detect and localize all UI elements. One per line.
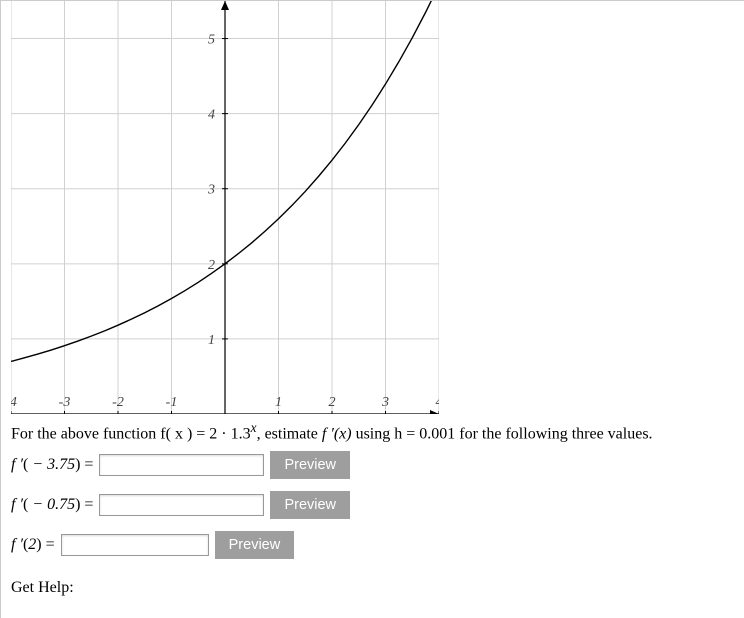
- answer-input[interactable]: [99, 494, 264, 516]
- answer-input[interactable]: [61, 534, 209, 556]
- question-row: f ′( − 3.75) = Preview: [1, 445, 744, 485]
- prompt-prefix: For the above function f( x ) = 2 · 1.3: [11, 425, 251, 442]
- prompt-fprime: f ′(x): [322, 425, 352, 442]
- preview-button[interactable]: Preview: [270, 451, 350, 479]
- svg-text:2: 2: [329, 395, 336, 410]
- problem-container: -4 -3 -2 -1 1 2 3 4 1 2 3 4 5 For the above function…: [0, 0, 744, 618]
- answer-input[interactable]: [99, 454, 264, 476]
- svg-text:4: 4: [208, 108, 215, 123]
- svg-text:3: 3: [381, 395, 389, 410]
- chart-area: -4 -3 -2 -1 1 2 3 4 1 2 3 4 5: [1, 1, 744, 414]
- question-row: f ′(2) = Preview: [1, 525, 744, 565]
- svg-text:5: 5: [208, 33, 215, 48]
- question-label: f ′(2) =: [11, 536, 55, 554]
- svg-text:2: 2: [208, 258, 215, 273]
- svg-text:4: 4: [436, 395, 440, 410]
- svg-text:-3: -3: [59, 395, 71, 410]
- preview-button[interactable]: Preview: [270, 491, 350, 519]
- svg-text:-1: -1: [166, 395, 178, 410]
- questions-list: f ′( − 3.75) = Previewf ′( − 0.75) = Pre…: [1, 445, 744, 565]
- svg-text:-2: -2: [112, 395, 124, 410]
- svg-text:-4: -4: [11, 395, 17, 410]
- svg-text:1: 1: [208, 333, 215, 348]
- prompt-mid: , estimate: [257, 425, 322, 442]
- prompt-text: For the above function f( x ) = 2 · 1.3x…: [1, 414, 744, 445]
- preview-button[interactable]: Preview: [215, 531, 295, 559]
- prompt-suffix: using h = 0.001 for the following three …: [352, 425, 653, 442]
- question-row: f ′( − 0.75) = Preview: [1, 485, 744, 525]
- svg-text:1: 1: [275, 395, 282, 410]
- svg-text:3: 3: [207, 183, 215, 198]
- get-help-label: Get Help:: [1, 565, 744, 607]
- function-graph: -4 -3 -2 -1 1 2 3 4 1 2 3 4 5: [11, 1, 439, 414]
- question-label: f ′( − 3.75) =: [11, 456, 93, 474]
- question-label: f ′( − 0.75) =: [11, 496, 93, 514]
